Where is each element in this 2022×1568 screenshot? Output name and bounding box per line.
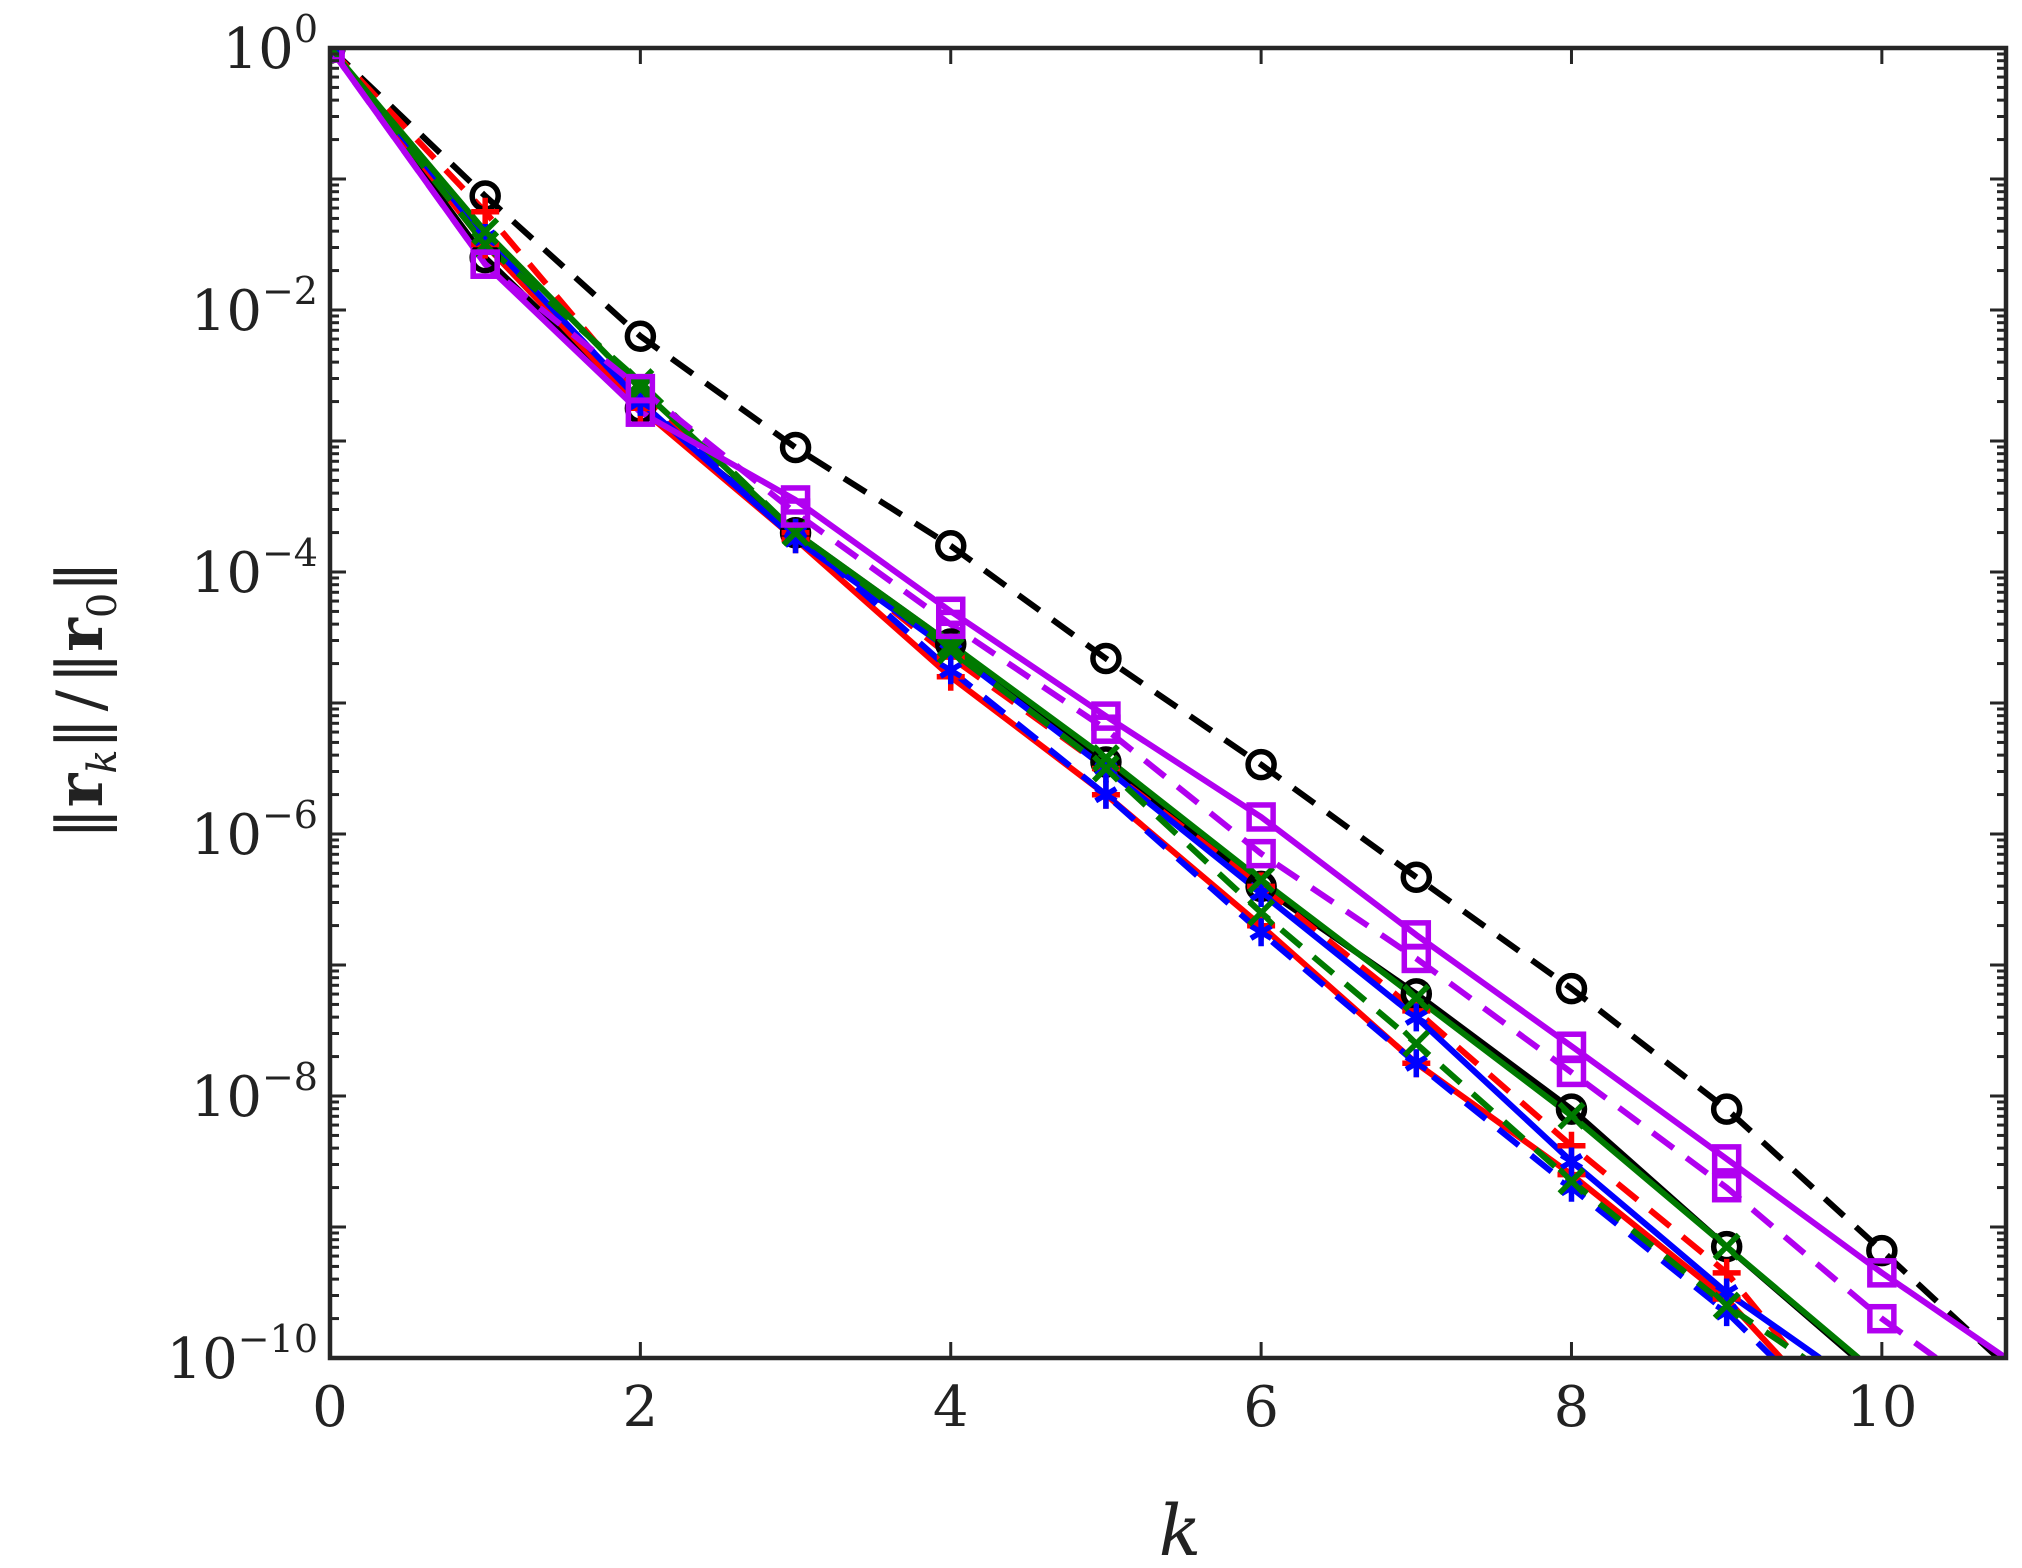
- x-tick-label: 10: [1846, 1375, 1917, 1440]
- data-point: [1091, 701, 1121, 731]
- data-point: [1555, 972, 1588, 1005]
- data-point: [1091, 744, 1120, 772]
- labels-layer: 0 2 4 6 8 10 100 10−2 10−4 10−6 10−8 10−10: [167, 7, 1918, 1440]
- data-point: [1091, 754, 1120, 783]
- data-point: [471, 217, 500, 246]
- y-axis-label-text: ‖rk‖/‖r0‖: [43, 561, 126, 840]
- data-point: [1710, 1093, 1743, 1125]
- data-point: [1711, 1172, 1742, 1203]
- data-point: [330, 48, 344, 62]
- data-point: [1712, 1232, 1741, 1261]
- x-tick-label: 0: [312, 1375, 348, 1440]
- axes-layer: [327, 45, 2009, 1361]
- y-tick-label: 10−2: [191, 269, 318, 344]
- data-point: [1402, 1029, 1431, 1058]
- data-point: [1246, 802, 1276, 832]
- data-point: [1711, 1144, 1742, 1174]
- data-point: [1247, 898, 1276, 927]
- data-point: [624, 320, 657, 352]
- data-point: [1245, 748, 1277, 781]
- data-point: [1400, 861, 1433, 893]
- series-line-0: [330, 48, 2001, 1358]
- data-point: [779, 431, 812, 464]
- series-line-6: [330, 48, 1806, 1358]
- series-line-5: [330, 48, 1822, 1358]
- y-tick-label: 100: [223, 7, 318, 82]
- data-point: [1559, 1147, 1584, 1176]
- x-tick-label: 4: [933, 1375, 969, 1440]
- y-tick-label: 10−4: [191, 531, 318, 606]
- data-point: [1867, 1258, 1897, 1288]
- data-point: [1556, 1031, 1587, 1061]
- data-point: [1401, 920, 1432, 950]
- data-point: [626, 374, 655, 403]
- data-point: [1404, 1049, 1428, 1078]
- series-layer: [330, 48, 2006, 1358]
- data-point: [935, 596, 966, 627]
- markers-layer: [330, 48, 1898, 1334]
- x-tick-label: 6: [1243, 1375, 1279, 1440]
- data-point: [1557, 1101, 1586, 1130]
- data-point: [1090, 642, 1122, 675]
- data-point: [470, 249, 500, 279]
- data-point: [934, 530, 967, 562]
- y-tick-label: 10−10: [167, 1317, 318, 1392]
- data-point: [1712, 1291, 1741, 1320]
- data-point: [1555, 1093, 1588, 1125]
- series-line-9: [330, 48, 2006, 1358]
- data-point: [780, 485, 811, 515]
- data-point: [1867, 1303, 1897, 1334]
- data-point: [1249, 918, 1273, 947]
- data-point: [936, 636, 965, 665]
- data-point: [1247, 865, 1276, 894]
- y-axis-label: ‖rk‖/‖r0‖: [43, 561, 126, 840]
- data-point: [625, 397, 656, 427]
- data-point: [1402, 983, 1431, 1012]
- ticks: [328, 48, 2006, 1360]
- y-tick-label: 10−6: [191, 793, 318, 868]
- x-tick-label: 2: [623, 1375, 659, 1440]
- y-tick-label: 10−8: [191, 1055, 318, 1130]
- data-point: [1094, 780, 1118, 809]
- x-axis-label: k: [1159, 1490, 1201, 1568]
- x-tick-label: 8: [1554, 1375, 1590, 1440]
- series-line-3: [330, 48, 1784, 1358]
- series-line-8: [330, 48, 1938, 1358]
- data-point: [1404, 1003, 1428, 1032]
- data-point: [471, 197, 500, 226]
- data-point: [1246, 838, 1276, 869]
- data-point: [1557, 1167, 1586, 1196]
